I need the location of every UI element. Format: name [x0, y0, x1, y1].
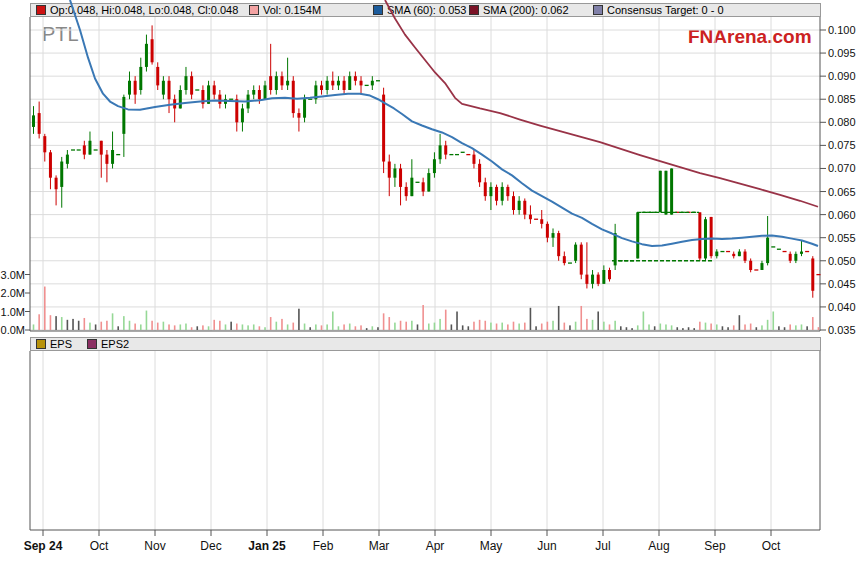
month-label: Nov — [144, 539, 165, 553]
volume-axis-label: 1.0M — [1, 306, 25, 318]
price-axis-label: 0.075 — [828, 139, 856, 151]
overlays — [612, 212, 713, 260]
month-label: Oct — [762, 539, 781, 553]
price-axis-label: 0.070 — [828, 162, 856, 174]
month-label: Jun — [537, 539, 556, 553]
axes — [25, 17, 826, 536]
volume-axis-label: 2.0M — [1, 287, 25, 299]
month-label: Sep 24 — [24, 539, 63, 553]
month-label: Oct — [90, 539, 109, 553]
price-axis-label: 0.060 — [828, 209, 856, 221]
month-label: Aug — [648, 539, 669, 553]
price-axis-label: 0.065 — [828, 186, 856, 198]
volume-axis-label: 3.0M — [1, 269, 25, 281]
price-axis-label: 0.085 — [828, 93, 856, 105]
volume-bars — [33, 287, 820, 330]
price-axis-label: 0.090 — [828, 70, 856, 82]
sma200-line — [385, 0, 818, 207]
candles — [32, 25, 820, 297]
price-axis-label: 0.050 — [828, 255, 856, 267]
price-axis-label: 0.100 — [828, 24, 856, 36]
month-label: Sep — [704, 539, 726, 553]
price-axis-label: 0.095 — [828, 47, 856, 59]
gridlines — [30, 17, 820, 530]
month-label: Apr — [426, 539, 445, 553]
month-label: Dec — [200, 539, 221, 553]
chart-canvas: 0.035 0.040 0.045 0.050 0.055 0.060 0.065 0.070… — [0, 0, 859, 566]
price-axis-label: 0.035 — [828, 324, 856, 336]
month-label: Jul — [595, 539, 610, 553]
month-label: Feb — [313, 539, 334, 553]
month-label: Mar — [369, 539, 390, 553]
price-axis-label: 0.055 — [828, 232, 856, 244]
price-axis-label: 0.045 — [828, 278, 856, 290]
volume-axis-label: 0.0M — [1, 324, 25, 336]
price-axis-label: 0.040 — [828, 301, 856, 313]
axis-labels: 0.035 0.040 0.045 0.050 0.055 0.060 0.065 0.070… — [1, 24, 856, 553]
stock-chart: Op:0.048, Hi:0.048, Lo:0.048, Cl:0.048 V… — [0, 0, 859, 566]
sma60-line — [70, 0, 818, 246]
month-label: Jan 25 — [248, 539, 286, 553]
price-axis-label: 0.080 — [828, 116, 856, 128]
month-label: May — [480, 539, 503, 553]
